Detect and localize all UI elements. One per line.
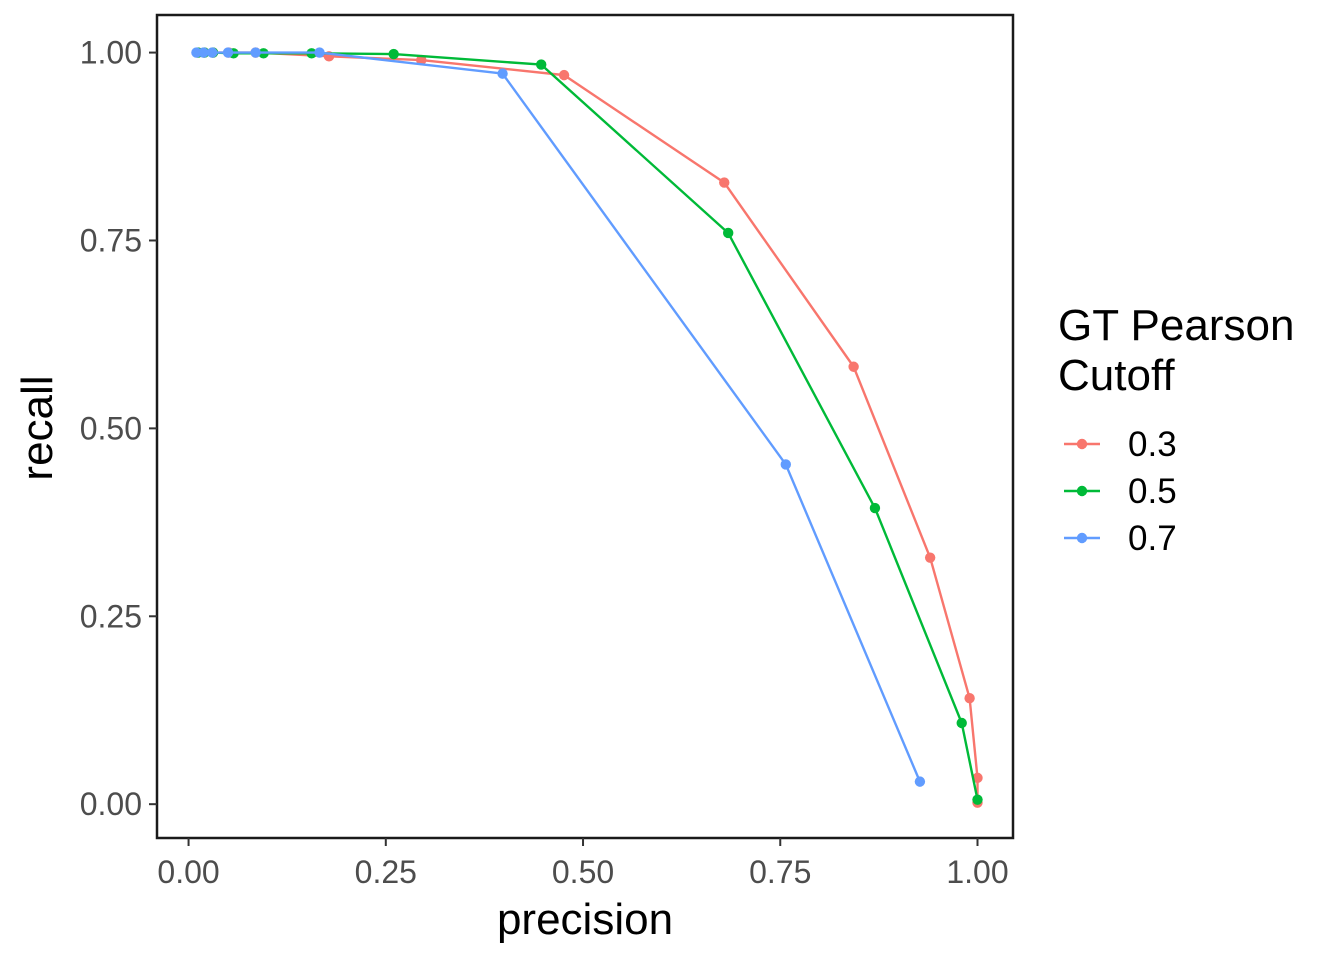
y-tick-label: 0.25: [80, 598, 142, 634]
data-point-0.5-10: [956, 717, 967, 729]
data-point-0.3-7: [558, 69, 570, 81]
x-tick-label: 0.00: [157, 854, 219, 890]
data-point-0.3-11: [964, 693, 975, 704]
y-tick-label: 0.00: [80, 786, 142, 822]
data-point-0.7-3: [222, 47, 234, 58]
legend-item-0.3: 0.3: [1064, 425, 1177, 464]
data-point-0.3-6: [416, 54, 427, 66]
y-tick-label: 0.75: [80, 222, 142, 258]
data-point-0.7-7: [780, 459, 791, 470]
data-point-0.7-4: [250, 47, 261, 58]
data-point-0.3-10: [924, 552, 936, 563]
x-tick-label: 0.75: [749, 854, 811, 890]
x-axis-title: precision: [497, 895, 673, 944]
series-0.7: [191, 47, 926, 787]
legend-title-line-2: Cutoff: [1058, 351, 1175, 400]
data-point-0.7-2: [207, 47, 218, 58]
data-point-0.7-6: [497, 68, 508, 79]
x-axis: 0.00 0.25 0.50 0.75 1.00: [157, 838, 1009, 890]
data-point-0.5-6: [388, 48, 399, 60]
legend-label: 0.7: [1128, 519, 1177, 558]
legend-items: 0.3 0.5 0.7: [1064, 425, 1177, 558]
plot-background: [157, 15, 1013, 838]
y-axis: 0.00 0.25 0.50 0.75 1.00: [80, 35, 157, 822]
legend: GT Pearson Cutoff 0.3 0.5 0.7: [1058, 301, 1294, 558]
series-layer: [191, 47, 983, 808]
data-point-0.7-5: [314, 47, 325, 58]
y-tick-label: 1.00: [80, 35, 142, 71]
data-point-0.5-8: [722, 227, 734, 239]
plot-border: [155, 13, 1015, 840]
data-point-0.7-1: [198, 47, 209, 58]
data-point-0.3-9: [848, 361, 859, 372]
y-axis-title: recall: [13, 375, 62, 480]
y-tick-label: 0.50: [80, 410, 142, 446]
legend-label: 0.5: [1128, 472, 1177, 511]
data-point-0.7-8: [914, 776, 926, 787]
legend-key-point: [1076, 532, 1088, 544]
data-point-0.3-12: [972, 772, 983, 784]
legend-key-point: [1076, 485, 1088, 497]
x-tick-label: 0.50: [552, 854, 614, 890]
legend-title-line-1: GT Pearson: [1058, 301, 1294, 350]
legend-key-point: [1076, 438, 1088, 450]
data-point-0.3-8: [719, 177, 730, 188]
data-point-0.5-11: [972, 794, 983, 805]
x-tick-label: 1.00: [946, 854, 1008, 890]
data-point-0.5-9: [869, 502, 881, 514]
legend-item-0.5: 0.5: [1064, 472, 1177, 511]
legend-item-0.7: 0.7: [1064, 519, 1177, 558]
data-point-0.5-7: [536, 59, 547, 70]
x-tick-label: 0.25: [355, 854, 417, 890]
legend-label: 0.3: [1128, 425, 1177, 464]
